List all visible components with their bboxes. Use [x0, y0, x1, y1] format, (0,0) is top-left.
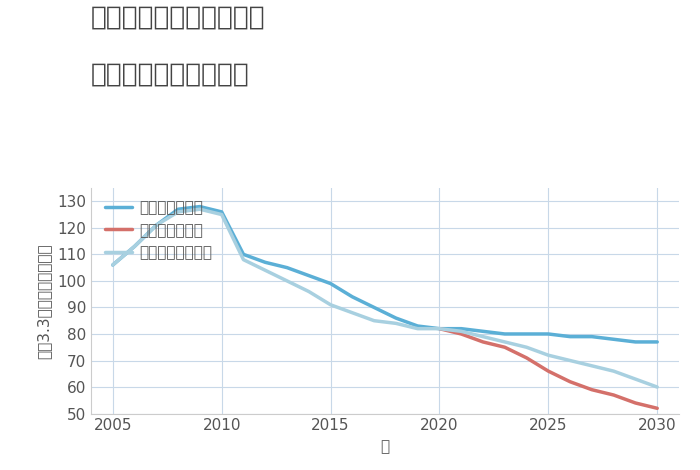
グッドシナリオ	[610, 337, 618, 342]
ノーマルシナリオ	[108, 262, 117, 268]
グッドシナリオ	[588, 334, 596, 339]
ノーマルシナリオ	[283, 278, 291, 284]
Line: ノーマルシナリオ: ノーマルシナリオ	[113, 209, 657, 387]
グッドシナリオ	[653, 339, 662, 345]
バッドシナリオ	[500, 345, 509, 350]
ノーマルシナリオ	[239, 257, 248, 262]
グッドシナリオ	[414, 323, 422, 329]
Legend: グッドシナリオ, バッドシナリオ, ノーマルシナリオ: グッドシナリオ, バッドシナリオ, ノーマルシナリオ	[104, 200, 213, 260]
バッドシナリオ	[631, 400, 640, 406]
ノーマルシナリオ	[544, 352, 552, 358]
グッドシナリオ	[304, 273, 313, 278]
ノーマルシナリオ	[588, 363, 596, 368]
ノーマルシナリオ	[631, 376, 640, 382]
ノーマルシナリオ	[522, 345, 531, 350]
Line: バッドシナリオ: バッドシナリオ	[440, 329, 657, 408]
バッドシナリオ	[566, 379, 574, 384]
ノーマルシナリオ	[653, 384, 662, 390]
ノーマルシナリオ	[414, 326, 422, 331]
グッドシナリオ	[370, 305, 378, 310]
バッドシナリオ	[522, 355, 531, 360]
グッドシナリオ	[152, 222, 160, 228]
グッドシナリオ	[500, 331, 509, 337]
ノーマルシナリオ	[304, 289, 313, 294]
Text: 中古戸建ての価格推移: 中古戸建ての価格推移	[91, 61, 250, 87]
バッドシナリオ	[435, 326, 444, 331]
バッドシナリオ	[479, 339, 487, 345]
X-axis label: 年: 年	[380, 439, 390, 454]
ノーマルシナリオ	[457, 329, 466, 334]
グッドシナリオ	[392, 315, 400, 321]
ノーマルシナリオ	[326, 302, 335, 307]
ノーマルシナリオ	[500, 339, 509, 345]
グッドシナリオ	[522, 331, 531, 337]
グッドシナリオ	[108, 262, 117, 268]
Line: グッドシナリオ: グッドシナリオ	[113, 207, 657, 342]
グッドシナリオ	[174, 206, 182, 212]
バッドシナリオ	[544, 368, 552, 374]
Text: 奈良県生駒市南山手台の: 奈良県生駒市南山手台の	[91, 5, 265, 31]
ノーマルシナリオ	[370, 318, 378, 323]
グッドシナリオ	[631, 339, 640, 345]
バッドシナリオ	[610, 392, 618, 398]
グッドシナリオ	[239, 251, 248, 257]
ノーマルシナリオ	[196, 206, 204, 212]
ノーマルシナリオ	[566, 358, 574, 363]
グッドシナリオ	[348, 294, 356, 300]
グッドシナリオ	[130, 243, 139, 249]
グッドシナリオ	[479, 329, 487, 334]
Y-axis label: 坪（3.3㎡）単価（万円）: 坪（3.3㎡）単価（万円）	[36, 243, 52, 359]
ノーマルシナリオ	[174, 209, 182, 215]
グッドシナリオ	[196, 204, 204, 210]
バッドシナリオ	[457, 331, 466, 337]
バッドシナリオ	[653, 406, 662, 411]
グッドシナリオ	[544, 331, 552, 337]
ノーマルシナリオ	[218, 212, 226, 217]
ノーマルシナリオ	[392, 321, 400, 326]
ノーマルシナリオ	[479, 334, 487, 339]
ノーマルシナリオ	[435, 326, 444, 331]
ノーマルシナリオ	[610, 368, 618, 374]
ノーマルシナリオ	[152, 222, 160, 228]
グッドシナリオ	[218, 209, 226, 215]
グッドシナリオ	[326, 281, 335, 286]
グッドシナリオ	[457, 326, 466, 331]
ノーマルシナリオ	[130, 243, 139, 249]
グッドシナリオ	[283, 265, 291, 270]
ノーマルシナリオ	[348, 310, 356, 315]
グッドシナリオ	[261, 259, 270, 265]
グッドシナリオ	[566, 334, 574, 339]
ノーマルシナリオ	[261, 267, 270, 273]
グッドシナリオ	[435, 326, 444, 331]
バッドシナリオ	[588, 387, 596, 392]
